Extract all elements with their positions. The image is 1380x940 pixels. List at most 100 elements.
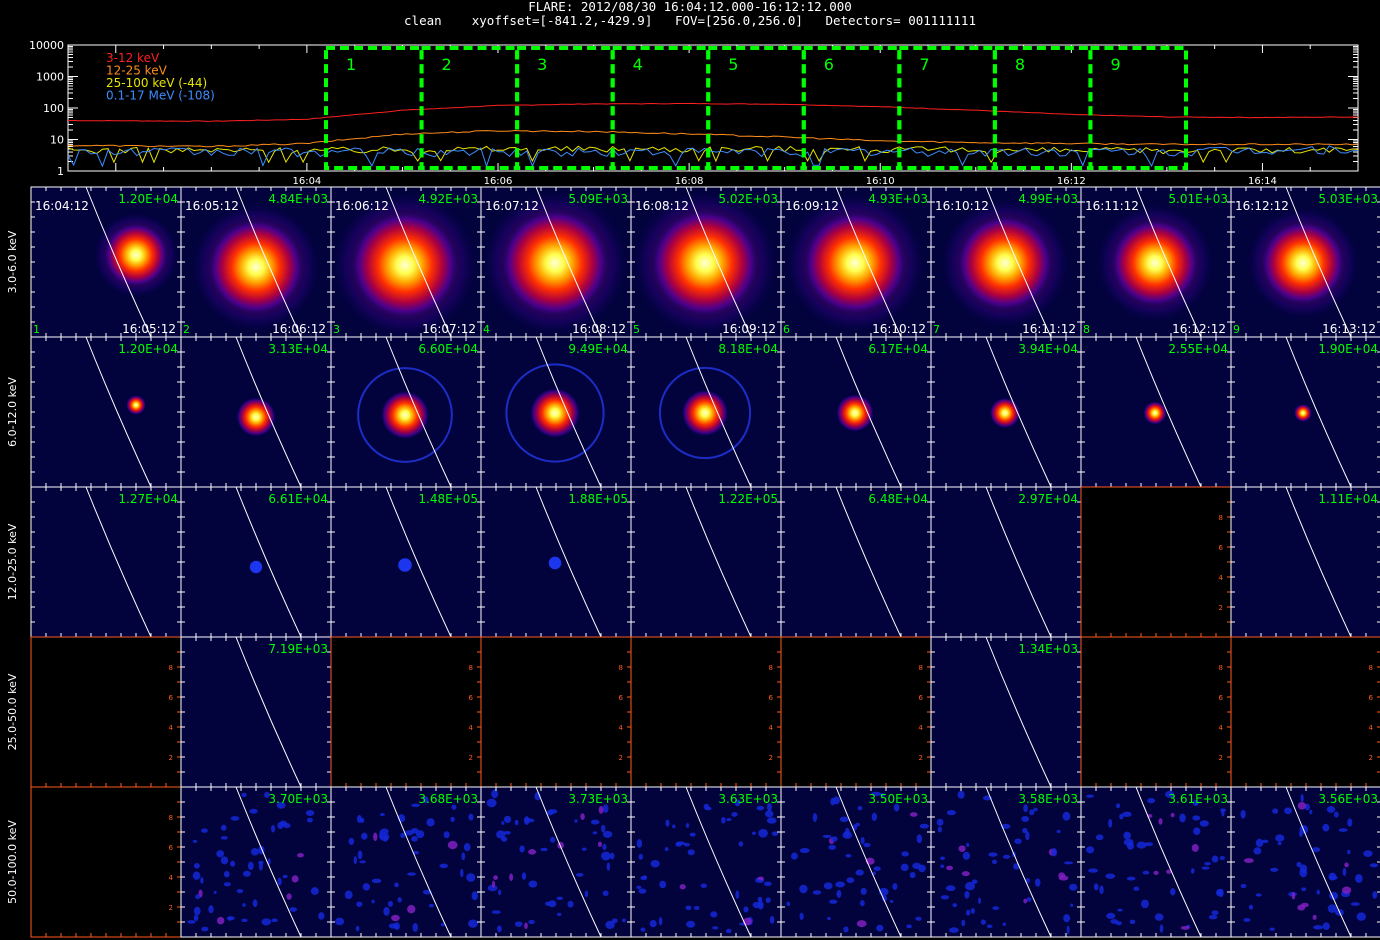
noise-blob bbox=[1153, 870, 1159, 876]
panel-index-label: 3 bbox=[333, 323, 340, 336]
noise-blob bbox=[757, 896, 763, 903]
noise-blob bbox=[1350, 902, 1360, 906]
noise-blob bbox=[597, 841, 602, 848]
noise-blob bbox=[241, 792, 247, 798]
noise-blob bbox=[528, 880, 538, 888]
max-flux-label: 1.20E+04 bbox=[118, 342, 178, 356]
noise-blob bbox=[241, 918, 248, 923]
image-cell: 2 4 6 8 bbox=[1230, 636, 1380, 788]
noise-blob bbox=[193, 914, 199, 922]
image-cell: 4.93E+03 16:09:12 16:10:12 6 bbox=[780, 186, 932, 338]
noise-blob bbox=[379, 812, 385, 817]
noise-blob bbox=[447, 840, 458, 850]
noise-blob bbox=[980, 919, 987, 925]
noise-blob bbox=[791, 852, 798, 860]
interval-label: 2 bbox=[442, 55, 452, 74]
max-flux-label: 3.61E+03 bbox=[1168, 792, 1228, 806]
x-tick-label: 16:14 bbox=[1248, 176, 1277, 186]
noise-blob bbox=[276, 801, 286, 809]
max-flux-label: 3.68E+03 bbox=[418, 792, 478, 806]
noise-blob bbox=[1356, 912, 1366, 921]
noise-blob bbox=[252, 899, 258, 908]
image-panel bbox=[330, 786, 482, 938]
interval-box bbox=[992, 46, 1093, 170]
noise-blob bbox=[659, 880, 667, 889]
legend-entry: 25-100 keV (-44) bbox=[106, 76, 207, 90]
noise-blob bbox=[271, 824, 276, 833]
solar-limb bbox=[1135, 336, 1202, 488]
x-tick-label: 16:10 bbox=[866, 176, 895, 186]
axis-tick-label: 8 bbox=[919, 664, 923, 672]
noise-blob bbox=[1180, 925, 1190, 930]
noise-blob bbox=[1119, 813, 1124, 820]
panel-index-label: 2 bbox=[183, 323, 190, 336]
noise-blob bbox=[487, 884, 498, 892]
noise-blob bbox=[1029, 809, 1035, 816]
noise-blob bbox=[250, 848, 259, 856]
noise-blob bbox=[1051, 848, 1058, 857]
source-emission bbox=[398, 558, 412, 572]
source-emission bbox=[836, 394, 874, 432]
noise-blob bbox=[601, 851, 611, 861]
empty-panel bbox=[780, 636, 932, 788]
noise-blob bbox=[528, 919, 535, 925]
noise-blob bbox=[1322, 823, 1330, 832]
ring-artifact bbox=[357, 367, 453, 463]
noise-blob bbox=[305, 809, 315, 817]
axis-tick-label: 8 bbox=[169, 814, 173, 822]
image-panel bbox=[930, 636, 1082, 788]
noise-blob bbox=[1192, 815, 1201, 821]
noise-blob bbox=[1284, 807, 1292, 815]
interval-box bbox=[515, 46, 615, 170]
noise-blob bbox=[1312, 914, 1317, 920]
noise-blob bbox=[344, 890, 353, 900]
noise-blob bbox=[638, 888, 647, 894]
noise-blob bbox=[277, 877, 282, 886]
axis-tick-label: 2 bbox=[769, 754, 773, 762]
noise-blob bbox=[1123, 838, 1134, 846]
max-flux-label: 6.17E+04 bbox=[868, 342, 928, 356]
noise-blob bbox=[685, 823, 690, 828]
solar-limb bbox=[985, 336, 1052, 488]
empty-panel bbox=[1080, 486, 1232, 638]
max-flux-label: 1.22E+05 bbox=[718, 492, 778, 506]
source-emission bbox=[104, 223, 168, 287]
noise-blob bbox=[545, 901, 551, 906]
end-time-label: 16:10:12 bbox=[872, 322, 926, 336]
noise-blob bbox=[592, 831, 598, 835]
panel-index-label: 9 bbox=[1233, 323, 1240, 336]
x-tick-label: 16:08 bbox=[675, 176, 704, 186]
solar-limb bbox=[235, 486, 302, 638]
lightcurve-frame bbox=[67, 44, 1359, 172]
noise-blob bbox=[200, 877, 204, 884]
noise-blob bbox=[439, 863, 449, 869]
max-flux-label: 1.48E+05 bbox=[418, 492, 478, 506]
noise-blob bbox=[1033, 807, 1038, 812]
source-emission bbox=[548, 556, 562, 570]
x-tick-label: 16:04 bbox=[292, 176, 321, 186]
image-cell: 7.19E+03 bbox=[180, 636, 332, 788]
noise-blob bbox=[611, 918, 618, 924]
noise-blob bbox=[1021, 816, 1030, 822]
noise-blob bbox=[1001, 823, 1011, 829]
noise-blob bbox=[743, 906, 749, 913]
noise-blob bbox=[1063, 861, 1074, 865]
noise-blob bbox=[1301, 902, 1309, 908]
noise-blob bbox=[514, 819, 519, 826]
image-panel bbox=[180, 636, 332, 788]
axis-tick-label: 2 bbox=[619, 754, 623, 762]
noise-blob bbox=[857, 806, 863, 811]
noise-blob bbox=[223, 882, 231, 887]
row-energy-label: 25.0-50.0 keV bbox=[6, 673, 19, 750]
noise-blob bbox=[226, 916, 235, 921]
noise-blob bbox=[602, 890, 609, 897]
noise-blob bbox=[258, 861, 263, 871]
max-flux-label: 3.56E+03 bbox=[1318, 792, 1378, 806]
noise-blob bbox=[962, 851, 971, 860]
noise-blob bbox=[836, 889, 842, 898]
solar-limb bbox=[535, 336, 602, 488]
max-flux-label: 1.90E+04 bbox=[1318, 342, 1378, 356]
source-emission bbox=[236, 397, 276, 437]
empty-panel bbox=[330, 636, 482, 788]
noise-blob bbox=[664, 847, 669, 852]
